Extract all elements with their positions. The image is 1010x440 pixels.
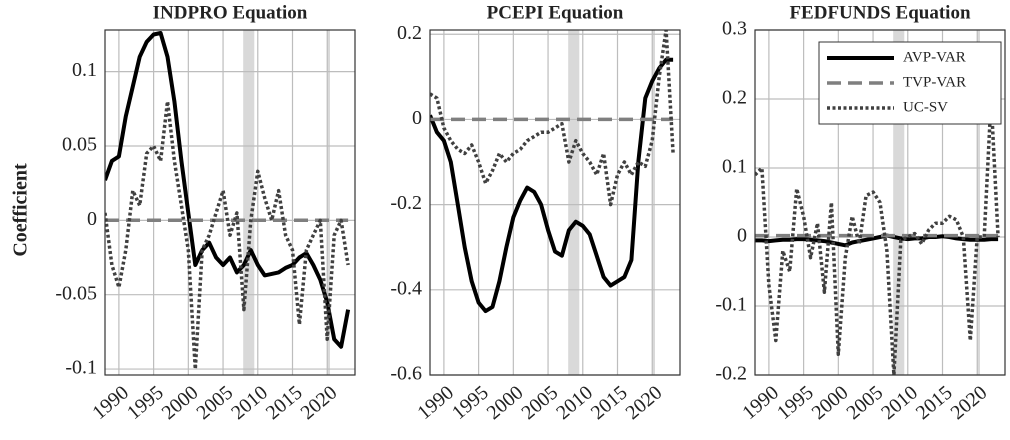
y-tick-label: 0.3 bbox=[722, 18, 747, 40]
x-tick-label: 2015 bbox=[587, 381, 632, 424]
x-tick-label: 2010 bbox=[227, 381, 272, 424]
x-tick-label: 1995 bbox=[123, 381, 168, 424]
x-tick-label: 2020 bbox=[297, 381, 342, 424]
x-tick-label: 2015 bbox=[262, 381, 307, 424]
y-tick-label: -0.1 bbox=[715, 294, 747, 316]
panel: INDPRO Equation -0.1 -0.05 0 0.05 0.1 19901995… bbox=[55, 2, 356, 424]
recession-band bbox=[652, 30, 655, 375]
recession-band bbox=[893, 30, 905, 375]
series-line bbox=[755, 97, 1000, 375]
series-line bbox=[105, 31, 351, 349]
y-tick-label: 0 bbox=[87, 208, 97, 230]
legend-label: UC-SV bbox=[903, 99, 948, 115]
x-tick-label: 2010 bbox=[552, 381, 597, 424]
chart-title: FEDFUNDS Equation bbox=[789, 2, 970, 23]
x-tick-label: 1990 bbox=[88, 381, 133, 424]
y-tick-label: 0 bbox=[737, 225, 747, 247]
plot-frame bbox=[429, 29, 681, 376]
plot-frame bbox=[754, 29, 1006, 376]
series-line bbox=[430, 30, 675, 207]
x-tick-label: 2020 bbox=[947, 381, 992, 424]
recession-band bbox=[327, 30, 330, 375]
chart-title: PCEPI Equation bbox=[487, 2, 624, 23]
legend-label: TVP-VAR bbox=[903, 74, 966, 90]
x-tick-label: 1995 bbox=[773, 381, 818, 424]
y-tick-label: -0.05 bbox=[55, 282, 97, 304]
x-tick-label: 2020 bbox=[622, 381, 667, 424]
y-tick-label: 0.2 bbox=[397, 22, 422, 44]
y-tick-label: -0.1 bbox=[65, 357, 97, 379]
y-tick-label: -0.6 bbox=[390, 363, 422, 385]
panel: PCEPI Equation-0.6-0.4-0.200.21990199520… bbox=[390, 2, 681, 424]
y-tick-label: 0.1 bbox=[72, 59, 97, 81]
recession-band bbox=[243, 30, 255, 375]
plot-frame bbox=[104, 29, 356, 376]
y-axis-label: Coefficient bbox=[10, 163, 32, 257]
y-tick-label: -0.2 bbox=[390, 192, 422, 214]
y-tick-label: 0 bbox=[412, 107, 422, 129]
series-line bbox=[430, 57, 674, 314]
series-line bbox=[105, 99, 350, 371]
recession-band bbox=[568, 30, 580, 375]
series-line bbox=[755, 233, 999, 248]
x-tick-label: 2015 bbox=[912, 381, 957, 424]
x-tick-label: 1990 bbox=[738, 381, 783, 424]
y-tick-label: 0.2 bbox=[722, 87, 747, 109]
x-tick-label: 2005 bbox=[517, 381, 562, 424]
x-tick-label: 2000 bbox=[808, 381, 853, 424]
y-tick-label: -0.4 bbox=[390, 277, 422, 299]
x-tick-label: 1990 bbox=[413, 381, 458, 424]
y-tick-label: -0.2 bbox=[715, 363, 747, 385]
legend-label: AVP-VAR bbox=[903, 49, 966, 65]
x-tick-label: 2000 bbox=[483, 381, 528, 424]
chart-title: INDPRO Equation bbox=[153, 2, 308, 23]
x-tick-label: 2000 bbox=[158, 381, 203, 424]
x-tick-label: 2005 bbox=[842, 381, 887, 424]
y-tick-label: 0.1 bbox=[722, 156, 747, 178]
y-tick-label: 0.05 bbox=[62, 134, 97, 156]
x-tick-label: 1995 bbox=[448, 381, 493, 424]
x-tick-label: 2010 bbox=[877, 381, 922, 424]
x-tick-label: 2005 bbox=[192, 381, 237, 424]
recession-band bbox=[977, 30, 980, 375]
panel: FEDFUNDS Equation -0.2 -0.1 0 0.1 0.2 0.3 19901… bbox=[715, 2, 1006, 424]
